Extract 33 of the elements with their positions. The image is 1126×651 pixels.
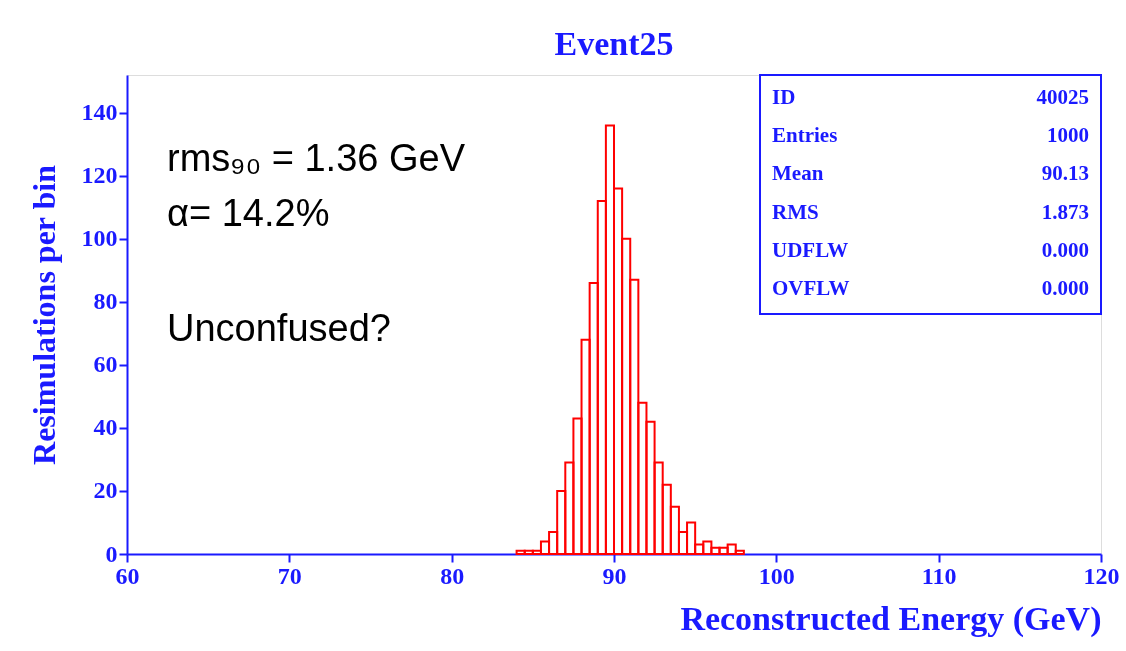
y-tick-label: 60 (93, 351, 118, 378)
y-tick-label: 0 (105, 540, 118, 567)
annotation: Unconfused? (167, 307, 391, 349)
x-tick-label: 120 (1083, 562, 1120, 589)
annotation: Mean (772, 161, 824, 186)
annotation: 90.13 (1041, 161, 1089, 186)
annotation: ID (772, 85, 796, 109)
annotation: UDFLW (772, 237, 849, 262)
y-tick-label: 120 (81, 162, 118, 189)
x-axis-title: Reconstructed Energy (GeV) (680, 599, 1102, 638)
chart-title: Event25 (554, 25, 674, 62)
y-axis-title: Resimulations per bin (25, 164, 62, 465)
annotation: 0.000 (1041, 276, 1089, 300)
y-tick-label: 80 (93, 288, 118, 315)
annotation: 1000 (1047, 123, 1089, 148)
x-tick-label: 90 (602, 562, 627, 589)
annotation: 1.873 (1041, 199, 1089, 224)
y-tick-label: 140 (81, 99, 118, 126)
x-tick-label: 60 (115, 562, 140, 589)
x-tick-label: 110 (921, 562, 957, 589)
annotation: Entries (772, 123, 838, 148)
annotation: α= 14.2% (167, 192, 330, 234)
annotation: RMS (772, 199, 819, 224)
x-tick-label: 70 (277, 562, 302, 589)
y-tick-label: 20 (93, 477, 118, 504)
annotation: OVFLW (772, 276, 850, 300)
y-tick-label: 100 (81, 225, 118, 252)
y-tick-label: 40 (93, 414, 118, 441)
x-tick-label: 80 (440, 562, 465, 589)
annotation: rms₉₀ = 1.36 GeV (167, 137, 466, 179)
annotation: 40025 (1036, 85, 1089, 109)
x-tick-label: 100 (758, 562, 795, 589)
annotation: 0.000 (1041, 237, 1089, 262)
